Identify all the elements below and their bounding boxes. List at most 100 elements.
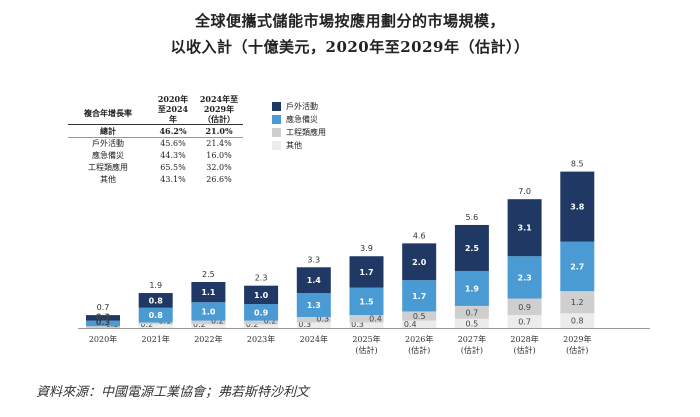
cagr-row-value1: 43.1% (160, 175, 186, 184)
bar-segment-engineering (138, 322, 173, 325)
x-tick-label: 2022年 (194, 334, 222, 344)
data-label-engineering: 0.4 (369, 314, 382, 323)
cagr-row-value2: 21.0% (205, 126, 233, 136)
data-label-outdoor: 2.0 (412, 258, 427, 267)
cagr-row-value1: 44.3% (160, 151, 186, 160)
cagr-row-value2: 16.0% (206, 151, 232, 160)
data-label-emergency: 0.8 (149, 311, 164, 320)
bar-segment-engineering (507, 298, 542, 316)
cagr-row-value1: 45.6% (160, 139, 186, 148)
bar-segment-emergency (86, 320, 120, 327)
data-label-engineering: 0.9 (518, 303, 531, 312)
legend-label: 工程類應用 (286, 128, 326, 137)
total-label: 8.5 (571, 160, 584, 169)
bar-segment-emergency (454, 270, 489, 306)
data-label-emergency: 1.5 (359, 297, 374, 306)
data-label-engineering: 0.2 (264, 316, 277, 325)
x-tick-label: 2023年 (247, 334, 275, 344)
bar-segment-emergency (402, 280, 437, 312)
total-label: 5.6 (466, 213, 479, 222)
data-label-outdoor: 1.7 (359, 268, 373, 277)
data-label-outdoor: 3.8 (570, 203, 585, 212)
data-label-emergency: 1.9 (465, 284, 480, 293)
bar-segment-emergency (191, 302, 226, 321)
bar-segment-outdoor (191, 282, 226, 303)
data-label-emergency: 1.7 (412, 292, 426, 301)
data-label-outdoor: 3.1 (518, 224, 533, 233)
data-label-engineering: 0.7 (466, 308, 479, 317)
cagr-row-value2: 21.4% (206, 139, 232, 148)
bar-segment-emergency (138, 307, 173, 323)
data-label-engineering: 0.3 (316, 314, 329, 323)
legend-item-outdoor: 戶外活動 (272, 100, 326, 113)
data-label-other: 0.8 (571, 317, 584, 326)
x-tick-label: 2021年 (142, 334, 170, 344)
bar-segment-outdoor (349, 256, 384, 288)
bar-segment-emergency (507, 256, 542, 299)
bar-segment-other (244, 324, 279, 328)
chart-title-line1: 全球便攜式儲能市場按應用劃分的市場規模， (194, 12, 505, 30)
bar-segment-engineering (191, 320, 226, 325)
legend-label: 應急備災 (286, 115, 318, 124)
cagr-table: 複合年增長率 2020年至2024年 2024年至2029年（估計） 總計 46… (68, 94, 243, 186)
data-label-outdoor: 2.5 (465, 244, 480, 253)
bar-segment-engineering (296, 316, 331, 323)
data-label-emergency: 0.9 (254, 308, 269, 317)
data-label-other: 0.5 (466, 319, 479, 328)
bar-segment-engineering (244, 320, 279, 325)
bar-segment-other (191, 324, 226, 328)
x-tick-label: 2024年 (300, 334, 328, 344)
cagr-header-label: 複合年增長率 (84, 108, 132, 118)
cagr-row-value1: 46.2% (159, 126, 187, 136)
data-label-other: 0.3 (298, 320, 311, 329)
data-label-outdoor: 1.1 (201, 288, 216, 297)
data-label-emergency: 1.3 (307, 301, 321, 310)
data-label-emergency: 2.3 (518, 273, 532, 282)
data-label-other: 0.2 (193, 320, 206, 329)
data-label-emergency: 0.3 (96, 318, 110, 327)
bar-segment-emergency (296, 293, 331, 317)
cagr-row-other: 其他 43.1% 26.6% (68, 174, 243, 186)
bar-segment-engineering (560, 291, 595, 314)
x-tick-label: 2020年 (89, 334, 117, 344)
total-label: 2.3 (255, 274, 268, 283)
legend-item-engineering: 工程類應用 (272, 126, 326, 139)
total-label: 7.0 (518, 187, 531, 196)
data-label-other: 0.2 (246, 320, 259, 329)
total-label: 4.6 (413, 231, 426, 240)
legend-label: 戶外活動 (286, 102, 318, 111)
cagr-row-label: 應急備災 (92, 151, 124, 160)
cagr-row-value2: 32.0% (206, 163, 232, 172)
data-label-outdoor: 1.4 (307, 276, 322, 285)
bar-segment-outdoor (244, 285, 279, 305)
bar-segment-other (560, 313, 595, 328)
bar-segment-outdoor (86, 315, 120, 321)
x-tick-label: 2027年(估計) (458, 334, 486, 355)
bar-segment-engineering (402, 311, 437, 321)
legend-item-other: 其他 (272, 139, 326, 152)
data-label-other: 0.3 (351, 320, 364, 329)
cagr-row-value2: 26.6% (206, 175, 232, 184)
cagr-row-emergency: 應急備災 44.3% 16.0% (68, 150, 243, 162)
cagr-row-label: 總計 (100, 126, 116, 136)
legend-swatch (272, 141, 281, 150)
data-label-other: 0.2 (140, 320, 153, 329)
bar-segment-other (507, 315, 542, 328)
bar-segment-emergency (244, 304, 279, 321)
cagr-row-outdoor: 戶外活動 45.6% 21.4% (68, 138, 243, 150)
data-label-outdoor: 1.0 (254, 291, 269, 300)
bar-segment-other (402, 320, 437, 328)
total-label: 1.9 (149, 281, 162, 290)
x-tick-label: 2026年(估計) (405, 334, 433, 355)
data-label-emergency: 1.0 (201, 307, 216, 316)
legend-swatch (272, 115, 281, 124)
data-label-engineering: 1.2 (571, 298, 584, 307)
cagr-row-label: 其他 (100, 175, 116, 184)
chart-title-line2: 以收入計（十億美元，2020年至2029年（估計）） (170, 38, 530, 56)
bar-segment-engineering (86, 326, 120, 328)
bar-segment-emergency (349, 287, 384, 316)
bar-segment-outdoor (402, 243, 437, 281)
bar-segment-other (454, 318, 489, 328)
bar-segment-other (296, 322, 331, 328)
